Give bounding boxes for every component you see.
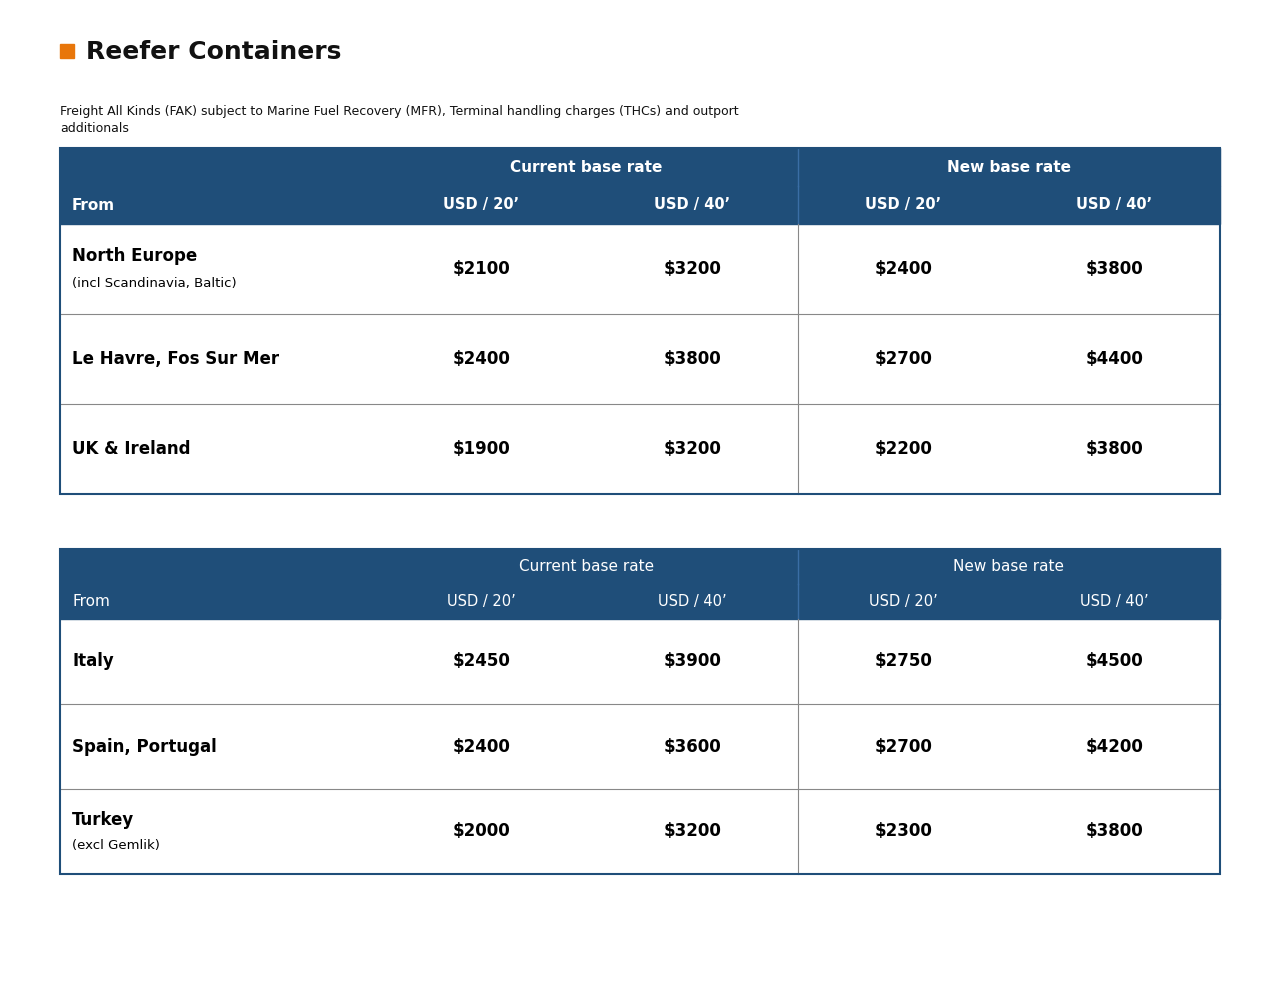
Bar bbox=[60, 549, 1220, 874]
Bar bbox=[60, 148, 1220, 186]
Text: USD / 40’: USD / 40’ bbox=[654, 198, 731, 213]
Text: $3200: $3200 bbox=[663, 260, 721, 278]
Text: Current base rate: Current base rate bbox=[520, 559, 654, 574]
Text: New base rate: New base rate bbox=[947, 159, 1071, 174]
Text: $3600: $3600 bbox=[663, 738, 721, 756]
Text: $3800: $3800 bbox=[663, 350, 721, 368]
Text: (incl Scandinavia, Baltic): (incl Scandinavia, Baltic) bbox=[72, 277, 237, 290]
Text: $3200: $3200 bbox=[663, 822, 721, 840]
Text: $3900: $3900 bbox=[663, 652, 721, 670]
Text: Current base rate: Current base rate bbox=[511, 159, 663, 174]
Text: $2700: $2700 bbox=[874, 738, 932, 756]
Text: $2700: $2700 bbox=[874, 350, 932, 368]
Text: North Europe: North Europe bbox=[72, 247, 197, 265]
Text: $3800: $3800 bbox=[1085, 822, 1143, 840]
Text: USD / 40’: USD / 40’ bbox=[658, 594, 727, 609]
Text: $2400: $2400 bbox=[452, 350, 509, 368]
Text: $2400: $2400 bbox=[452, 738, 509, 756]
Text: $4200: $4200 bbox=[1085, 738, 1143, 756]
Text: $2300: $2300 bbox=[874, 822, 932, 840]
Bar bbox=[60, 224, 1220, 314]
Text: $2400: $2400 bbox=[874, 260, 932, 278]
Text: USD / 20’: USD / 20’ bbox=[447, 594, 516, 609]
Bar bbox=[60, 404, 1220, 494]
Text: Reefer Containers: Reefer Containers bbox=[86, 40, 342, 64]
Text: From: From bbox=[72, 198, 115, 213]
Text: From: From bbox=[72, 594, 110, 609]
Text: USD / 20’: USD / 20’ bbox=[865, 198, 941, 213]
Text: $4500: $4500 bbox=[1085, 652, 1143, 670]
Bar bbox=[60, 704, 1220, 789]
Text: Spain, Portugal: Spain, Portugal bbox=[72, 738, 216, 756]
Text: USD / 40’: USD / 40’ bbox=[1076, 198, 1152, 213]
Bar bbox=[60, 186, 1220, 224]
Text: $3800: $3800 bbox=[1085, 260, 1143, 278]
Text: $3200: $3200 bbox=[663, 440, 721, 458]
Bar bbox=[60, 619, 1220, 704]
Bar bbox=[60, 44, 74, 58]
Text: (excl Gemlik): (excl Gemlik) bbox=[72, 839, 160, 852]
Text: New base rate: New base rate bbox=[954, 559, 1065, 574]
Text: $2200: $2200 bbox=[874, 440, 932, 458]
Text: USD / 20’: USD / 20’ bbox=[443, 198, 520, 213]
Text: $2750: $2750 bbox=[874, 652, 932, 670]
Bar bbox=[60, 314, 1220, 404]
Bar bbox=[60, 584, 1220, 619]
Bar bbox=[60, 148, 1220, 494]
Text: $2450: $2450 bbox=[452, 652, 509, 670]
Text: Freight All Kinds (FAK) subject to Marine Fuel Recovery (MFR), Terminal handling: Freight All Kinds (FAK) subject to Marin… bbox=[60, 105, 739, 135]
Text: Turkey: Turkey bbox=[72, 811, 134, 829]
Text: $2000: $2000 bbox=[452, 822, 509, 840]
Text: $2100: $2100 bbox=[452, 260, 509, 278]
Text: Le Havre, Fos Sur Mer: Le Havre, Fos Sur Mer bbox=[72, 350, 279, 368]
Text: Italy: Italy bbox=[72, 652, 114, 670]
Bar bbox=[60, 789, 1220, 874]
Text: USD / 20’: USD / 20’ bbox=[869, 594, 938, 609]
Text: USD / 40’: USD / 40’ bbox=[1080, 594, 1148, 609]
Bar bbox=[60, 549, 1220, 584]
Text: UK & Ireland: UK & Ireland bbox=[72, 440, 191, 458]
Text: $1900: $1900 bbox=[452, 440, 509, 458]
Text: $3800: $3800 bbox=[1085, 440, 1143, 458]
Text: $4400: $4400 bbox=[1085, 350, 1143, 368]
